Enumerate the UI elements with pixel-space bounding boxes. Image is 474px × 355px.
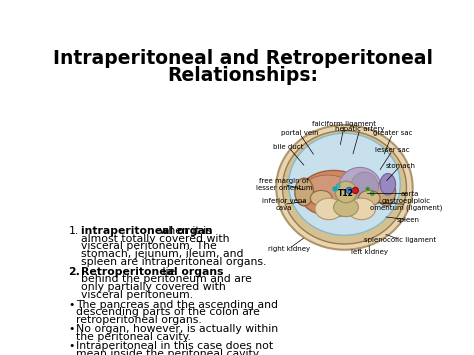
Text: portal vein: portal vein [281, 130, 319, 136]
Circle shape [352, 187, 358, 193]
Ellipse shape [338, 167, 382, 211]
Circle shape [370, 192, 374, 196]
Ellipse shape [310, 190, 332, 206]
Ellipse shape [283, 131, 406, 244]
Circle shape [346, 187, 352, 193]
Ellipse shape [351, 172, 379, 203]
Text: lie: lie [159, 267, 176, 277]
Text: stomach, jejunum, ileum, and: stomach, jejunum, ileum, and [81, 249, 244, 259]
Text: 1.: 1. [69, 226, 79, 236]
Ellipse shape [276, 125, 413, 250]
Text: inferior vena
cava: inferior vena cava [262, 198, 306, 211]
Text: •: • [69, 324, 75, 334]
Ellipse shape [289, 133, 400, 235]
Text: the peritoneal cavity.: the peritoneal cavity. [76, 332, 191, 342]
Text: left kidney: left kidney [351, 249, 388, 255]
Text: Relationships:: Relationships: [167, 66, 319, 85]
Text: 2.: 2. [69, 267, 81, 277]
Circle shape [332, 186, 338, 192]
Text: bile duct: bile duct [273, 144, 304, 150]
Text: behind the peritoneum and are: behind the peritoneum and are [81, 274, 252, 284]
Text: lesser sac: lesser sac [375, 147, 410, 153]
Circle shape [337, 184, 340, 188]
Text: descending parts of the colon are: descending parts of the colon are [76, 307, 260, 317]
Text: intraperitoneal organ: intraperitoneal organ [81, 226, 212, 236]
Text: •: • [69, 342, 75, 351]
Ellipse shape [380, 174, 396, 195]
Circle shape [366, 187, 370, 191]
Text: hepatic artery: hepatic artery [335, 126, 384, 132]
Text: right kidney: right kidney [268, 246, 310, 252]
Text: free margin of
lesser omentum: free margin of lesser omentum [255, 178, 312, 191]
Text: visceral peritoneum.: visceral peritoneum. [81, 290, 193, 300]
Ellipse shape [295, 178, 313, 206]
Text: T12: T12 [338, 189, 354, 198]
Text: falciform ligament: falciform ligament [312, 121, 376, 127]
Text: only partially covered with: only partially covered with [81, 282, 226, 292]
Text: Intraperitoneal and Retroperitoneal: Intraperitoneal and Retroperitoneal [53, 49, 433, 68]
Ellipse shape [300, 170, 368, 217]
Ellipse shape [347, 198, 375, 220]
Ellipse shape [315, 198, 343, 220]
Ellipse shape [377, 178, 396, 206]
Text: aorta: aorta [401, 191, 419, 197]
Text: visceral peritoneum. The: visceral peritoneum. The [81, 241, 217, 251]
Text: greater sac: greater sac [373, 130, 412, 136]
Text: spleen are intraperitoneal organs.: spleen are intraperitoneal organs. [81, 257, 266, 267]
Text: spleen: spleen [396, 217, 419, 223]
Text: No organ, however, is actually within: No organ, however, is actually within [76, 324, 278, 334]
Text: retroperitoneal organs.: retroperitoneal organs. [76, 315, 202, 325]
Ellipse shape [335, 181, 357, 203]
Text: splenocolic ligament: splenocolic ligament [364, 237, 436, 243]
Text: Retroperitoneal organs: Retroperitoneal organs [81, 267, 223, 277]
Text: stomach: stomach [385, 163, 415, 169]
Ellipse shape [334, 198, 358, 217]
Text: Intraperitoneal in this case does not: Intraperitoneal in this case does not [76, 342, 273, 351]
Text: almost totally covered with: almost totally covered with [81, 234, 229, 244]
Text: •: • [69, 300, 75, 310]
Text: gastroepiploic
omentum (ligament): gastroepiploic omentum (ligament) [370, 197, 443, 211]
Ellipse shape [302, 175, 352, 206]
Ellipse shape [358, 190, 380, 206]
Text: when it is: when it is [156, 226, 211, 236]
Text: mean inside the peritoneal cavity: mean inside the peritoneal cavity [76, 349, 259, 355]
Text: The pancreas and the ascending and: The pancreas and the ascending and [76, 300, 278, 310]
